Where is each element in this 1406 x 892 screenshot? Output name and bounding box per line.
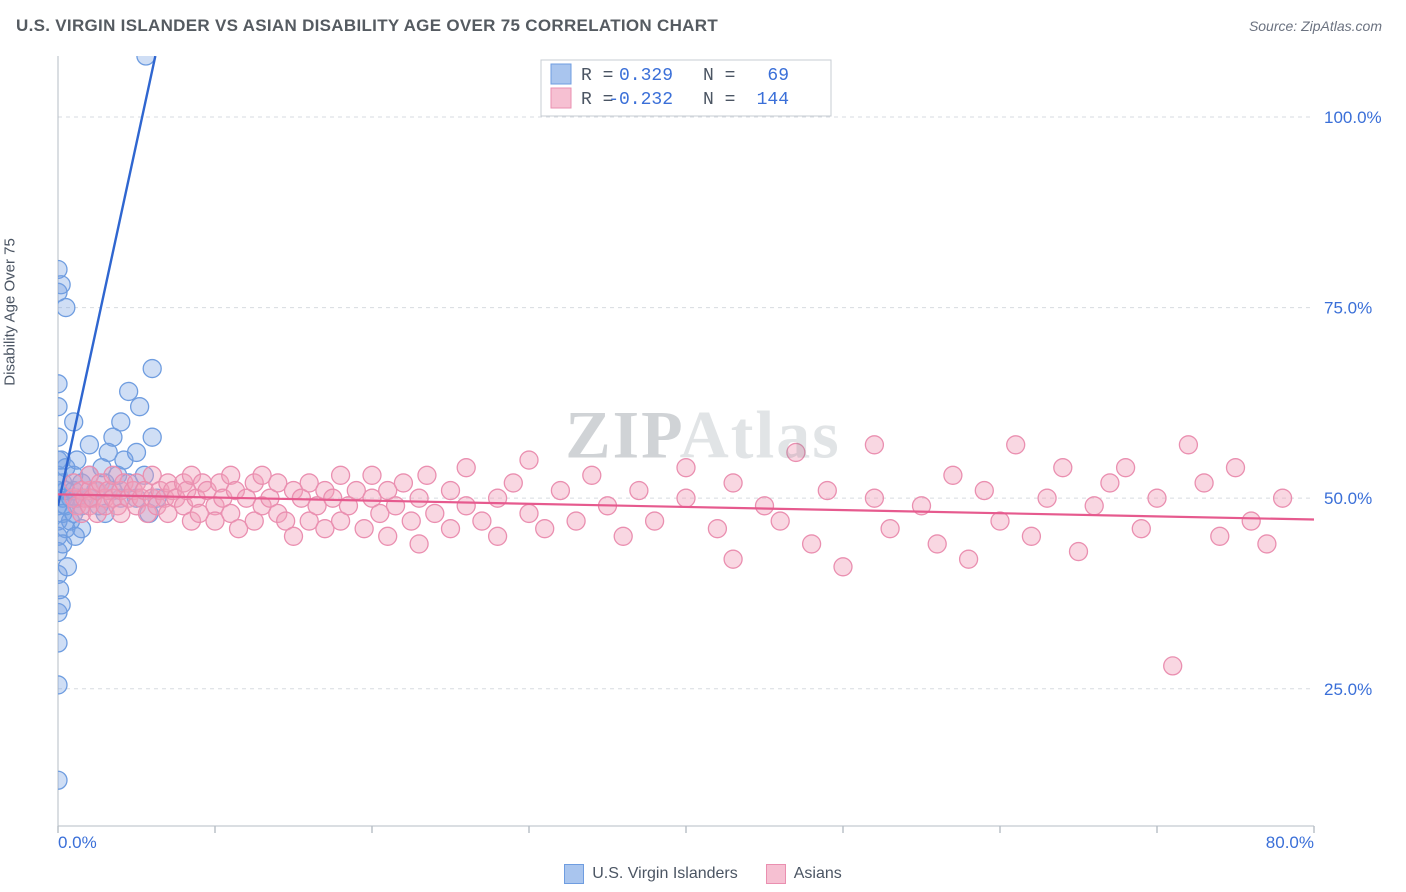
- svg-text:N =: N =: [703, 66, 735, 86]
- svg-text:100.0%: 100.0%: [1324, 108, 1382, 127]
- legend-label-asians: Asians: [794, 865, 842, 883]
- chart-area: Disability Age Over 75 ZIPAtlas 25.0%50.…: [16, 50, 1390, 852]
- legend-swatch-asians: [766, 864, 786, 884]
- chart-title: U.S. VIRGIN ISLANDER VS ASIAN DISABILITY…: [16, 16, 718, 36]
- legend-item-asians: Asians: [766, 864, 842, 884]
- svg-text:-0.232: -0.232: [608, 90, 673, 110]
- svg-text:144: 144: [757, 90, 789, 110]
- svg-text:25.0%: 25.0%: [1324, 680, 1372, 699]
- source-link[interactable]: ZipAtlas.com: [1301, 18, 1382, 34]
- svg-text:50.0%: 50.0%: [1324, 489, 1372, 508]
- source-attribution: Source: ZipAtlas.com: [1249, 18, 1382, 34]
- source-label: Source:: [1249, 18, 1297, 34]
- legend-label-usvi: U.S. Virgin Islanders: [592, 865, 738, 883]
- scatter-chart: 25.0% 50.0% 75.0% 100.0% 0.0% 80.0% R = 0.329 N …: [16, 50, 1390, 852]
- svg-text:N =: N =: [703, 90, 735, 110]
- svg-text:R =: R =: [581, 66, 613, 86]
- svg-text:0.329: 0.329: [619, 66, 673, 86]
- y-axis-label: Disability Age Over 75: [2, 238, 19, 386]
- svg-text:80.0%: 80.0%: [1266, 833, 1314, 852]
- legend-item-usvi: U.S. Virgin Islanders: [564, 864, 738, 884]
- svg-text:0.0%: 0.0%: [58, 833, 97, 852]
- svg-text:75.0%: 75.0%: [1324, 299, 1372, 318]
- svg-text:69: 69: [767, 66, 789, 86]
- bottom-legend: U.S. Virgin Islanders Asians: [0, 864, 1406, 884]
- legend-swatch-usvi: [564, 864, 584, 884]
